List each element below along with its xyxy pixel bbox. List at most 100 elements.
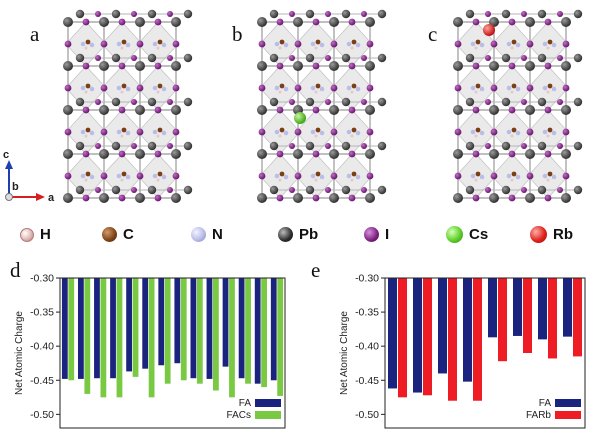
rubidium-icon bbox=[530, 226, 547, 243]
bar-facs-13 bbox=[261, 278, 267, 388]
bar-facs-6 bbox=[148, 278, 155, 398]
bar-fa-2 bbox=[78, 278, 84, 379]
bar-farb-8 bbox=[573, 278, 582, 357]
carbon-icon bbox=[102, 227, 117, 242]
plot-frame bbox=[384, 277, 586, 429]
bar-facs-5 bbox=[132, 278, 139, 377]
y-tick-label: -0.30 bbox=[30, 273, 54, 285]
atom-symbol-h: H bbox=[40, 226, 51, 243]
axis-label-b: b bbox=[12, 181, 19, 193]
atom-symbol-i: I bbox=[385, 226, 390, 243]
y-tick-label: -0.35 bbox=[355, 307, 379, 319]
bar-fa-12 bbox=[238, 278, 245, 379]
lead-icon bbox=[278, 227, 293, 242]
atom-i: I bbox=[364, 226, 389, 243]
bar-fa-13 bbox=[254, 278, 261, 384]
atom-symbol-cs: Cs bbox=[469, 226, 489, 243]
cs-dopant bbox=[294, 112, 306, 124]
bar-facs-2 bbox=[84, 278, 91, 394]
y-tick-label: -0.45 bbox=[355, 375, 379, 387]
bar-fa-6 bbox=[513, 278, 522, 336]
bar-farb-6 bbox=[523, 278, 532, 353]
atom-c: C bbox=[102, 226, 134, 243]
bar-facs-10 bbox=[213, 278, 219, 391]
hydrogen-icon bbox=[20, 227, 34, 242]
panel-label-a: a bbox=[30, 22, 40, 46]
bar-fa-7 bbox=[158, 278, 165, 366]
bar-facs-7 bbox=[164, 278, 171, 384]
bar-facs-1 bbox=[68, 278, 75, 381]
bar-fa-8 bbox=[174, 278, 181, 364]
y-axis-label: Net Atomic Charge bbox=[339, 311, 350, 395]
bar-fa-3 bbox=[94, 278, 100, 379]
structure-b bbox=[257, 9, 387, 203]
y-tick-label: -0.50 bbox=[30, 409, 54, 421]
bar-farb-3 bbox=[448, 278, 457, 401]
bar-facs-8 bbox=[180, 278, 187, 381]
bar-facs-9 bbox=[196, 278, 203, 384]
y-tick-label: -0.40 bbox=[355, 341, 379, 353]
bar-fa-5 bbox=[488, 278, 497, 338]
crystal-structures: c b a bbox=[3, 9, 583, 204]
panel-label-b: b bbox=[232, 22, 243, 46]
y-tick-label: -0.35 bbox=[30, 307, 54, 319]
atom-symbol-c: C bbox=[123, 226, 134, 243]
iodine-icon bbox=[364, 227, 379, 242]
nitrogen-icon bbox=[191, 227, 206, 242]
panel-label-d: d bbox=[10, 258, 21, 282]
atom-n: N bbox=[191, 226, 223, 243]
bar-fa-11 bbox=[222, 278, 229, 367]
rb-dopant bbox=[483, 24, 495, 36]
bar-facs-11 bbox=[229, 278, 235, 398]
axis-indicator: c b a bbox=[3, 149, 55, 204]
legend-label-fa: FA bbox=[239, 398, 252, 409]
atom-legend: H C N Pb I Cs Rb bbox=[0, 220, 600, 250]
y-tick-label: -0.40 bbox=[30, 341, 54, 353]
bar-fa-1 bbox=[61, 278, 68, 379]
y-tick-label: -0.30 bbox=[355, 273, 379, 285]
bar-fa-10 bbox=[206, 278, 213, 379]
legend-label-facs: FACs bbox=[227, 410, 251, 421]
chart-e: Net Atomic Charge -0.30 -0.35 -0.40 -0.45 -0.… bbox=[339, 273, 586, 429]
bar-farb-1 bbox=[398, 278, 407, 398]
plot-frame bbox=[59, 277, 286, 429]
structure-a bbox=[63, 9, 193, 203]
bar-fa-14 bbox=[270, 278, 277, 381]
bar-fa-9 bbox=[190, 278, 197, 379]
bar-facs-14 bbox=[277, 278, 284, 396]
bar-fa-6 bbox=[142, 278, 149, 369]
legend-swatch-farb bbox=[555, 411, 581, 419]
axis-label-c: c bbox=[3, 149, 9, 161]
bar-facs-12 bbox=[245, 278, 251, 384]
atom-rb: Rb bbox=[530, 226, 573, 243]
atom-symbol-pb: Pb bbox=[299, 226, 319, 243]
bar-facs-4 bbox=[116, 278, 123, 398]
atom-cs: Cs bbox=[446, 226, 488, 243]
legend-swatch-facs bbox=[255, 411, 281, 419]
axis-label-a: a bbox=[48, 192, 55, 204]
atom-h: H bbox=[20, 226, 51, 243]
legend-label-fa: FA bbox=[539, 398, 552, 409]
chart-d: Net Atomic Charge -0.30 -0.35 -0.40 -0.45 -0.… bbox=[14, 273, 286, 429]
y-axis-label: Net Atomic Charge bbox=[14, 311, 25, 395]
y-tick-label: -0.45 bbox=[30, 375, 54, 387]
bar-fa-8 bbox=[563, 278, 572, 337]
bar-farb-4 bbox=[473, 278, 482, 401]
bar-farb-5 bbox=[498, 278, 507, 362]
legend-swatch-fa bbox=[255, 399, 281, 407]
structure-c bbox=[453, 9, 583, 203]
bar-facs-3 bbox=[100, 278, 107, 398]
bar-fa-7 bbox=[538, 278, 547, 340]
panel-label-c: c bbox=[428, 22, 438, 46]
bar-fa-2 bbox=[413, 278, 422, 393]
bar-farb-7 bbox=[548, 278, 557, 359]
atom-symbol-rb: Rb bbox=[553, 226, 573, 243]
cesium-icon bbox=[446, 226, 463, 243]
bar-fa-4 bbox=[463, 278, 472, 382]
legend-label-farb: FARb bbox=[526, 410, 551, 421]
atom-symbol-n: N bbox=[212, 226, 223, 243]
bar-fa-3 bbox=[438, 278, 447, 374]
panel-label-e: e bbox=[311, 258, 321, 282]
y-tick-label: -0.50 bbox=[355, 409, 379, 421]
atom-pb: Pb bbox=[278, 226, 318, 243]
